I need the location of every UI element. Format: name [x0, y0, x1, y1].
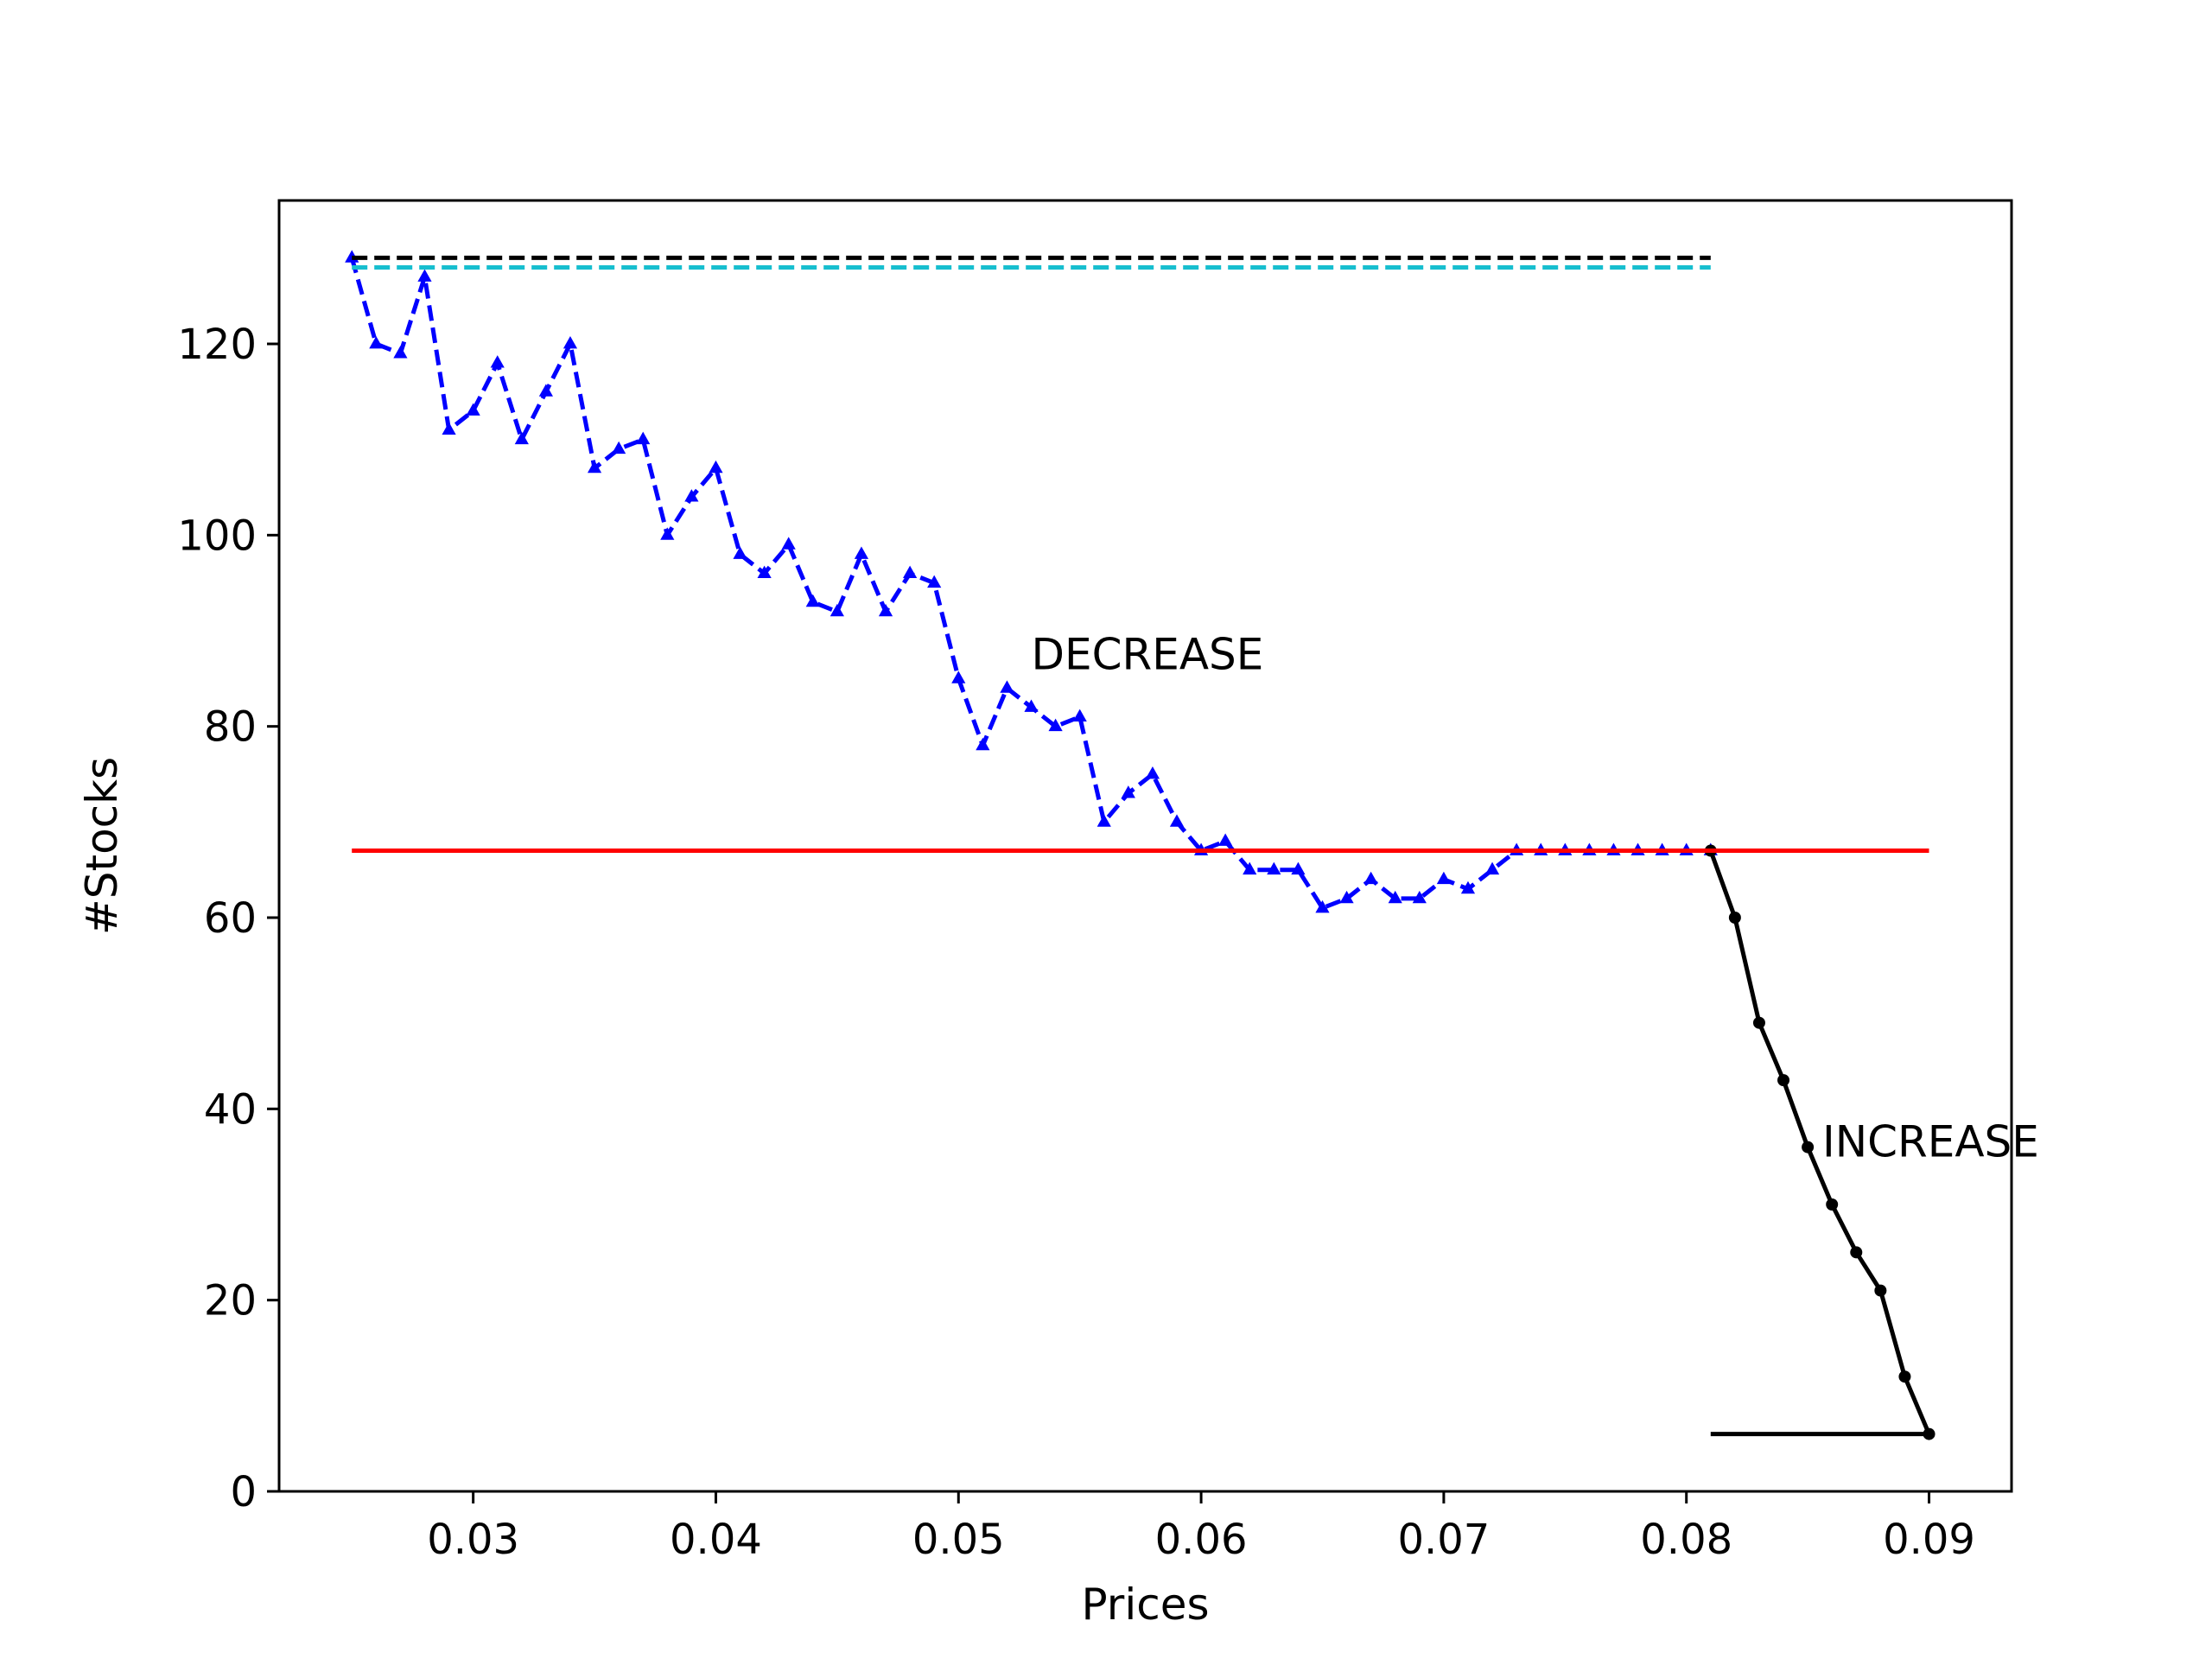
- annotation-label: DECREASE: [1032, 629, 1264, 679]
- data-point-triangle: [903, 565, 918, 578]
- plot-area: [345, 250, 1936, 1440]
- x-tick-label: 0.04: [670, 1516, 762, 1564]
- x-axis-label: Prices: [1081, 1580, 1209, 1630]
- data-point-dot: [1826, 1198, 1839, 1211]
- data-point-triangle: [393, 346, 408, 359]
- y-tick-label: 20: [204, 1277, 257, 1325]
- data-point-triangle: [1145, 766, 1160, 779]
- data-point-triangle: [684, 489, 699, 502]
- data-point-triangle: [1339, 890, 1354, 904]
- y-axis-label: #Stocks: [77, 757, 127, 935]
- data-point-triangle: [976, 737, 990, 751]
- data-point-triangle: [1218, 833, 1233, 846]
- data-point-triangle: [636, 431, 651, 445]
- x-tick-label: 0.07: [1397, 1516, 1490, 1564]
- data-point-triangle: [927, 575, 942, 588]
- x-tick-label: 0.05: [912, 1516, 1005, 1564]
- data-point-triangle: [587, 460, 602, 474]
- data-point-triangle: [951, 671, 966, 683]
- data-point-dot: [1777, 1074, 1790, 1087]
- y-tick-label: 120: [177, 321, 257, 369]
- data-point-triangle: [781, 537, 796, 550]
- data-point-triangle: [1484, 861, 1500, 875]
- data-point-dot: [1898, 1370, 1911, 1383]
- data-point-triangle: [660, 527, 675, 540]
- data-point-triangle: [1121, 785, 1135, 798]
- data-point-triangle: [563, 336, 578, 349]
- y-tick-label: 60: [204, 894, 257, 943]
- annotation-label: INCREASE: [1822, 1117, 2039, 1167]
- y-axis: 0 20 40 60 80 100 120: [177, 321, 279, 1516]
- data-point-triangle: [1024, 699, 1039, 712]
- data-point-triangle: [612, 441, 626, 454]
- data-point-triangle: [1096, 814, 1111, 827]
- x-tick-label: 0.09: [1883, 1516, 1975, 1564]
- data-point-triangle: [1412, 890, 1427, 904]
- data-point-triangle: [805, 594, 820, 607]
- data-point-triangle: [1291, 861, 1306, 875]
- data-point-triangle: [830, 603, 844, 617]
- data-point-triangle: [878, 603, 893, 617]
- data-point-dot: [1752, 1016, 1765, 1029]
- data-point-triangle: [538, 384, 553, 397]
- series-line-black-solid-dots: [1708, 849, 1931, 1435]
- data-point-triangle: [757, 565, 772, 578]
- y-tick-label: 40: [204, 1085, 257, 1134]
- x-tick-label: 0.06: [1155, 1516, 1248, 1564]
- data-point-triangle: [1169, 814, 1185, 827]
- data-point-triangle: [1363, 871, 1378, 885]
- data-point-dot: [1874, 1284, 1887, 1297]
- data-point-triangle: [514, 431, 529, 445]
- y-tick-label: 100: [177, 512, 257, 560]
- data-point-triangle: [466, 403, 480, 416]
- data-point-triangle: [1460, 880, 1476, 894]
- data-point-triangle: [1048, 718, 1063, 732]
- data-point-triangle: [854, 546, 869, 559]
- data-point-dot: [1802, 1141, 1815, 1154]
- x-axis: 0.03 0.04 0.05 0.06 0.07 0.08 0.09: [427, 1491, 1975, 1564]
- x-tick-label: 0.03: [427, 1516, 519, 1564]
- data-point-triangle: [490, 355, 505, 368]
- data-point-triangle: [1243, 861, 1257, 875]
- data-point-triangle: [1000, 680, 1014, 693]
- x-tick-label: 0.08: [1640, 1516, 1732, 1564]
- y-tick-label: 80: [204, 703, 257, 752]
- data-point-triangle: [442, 422, 456, 435]
- data-point-triangle: [417, 269, 432, 282]
- data-point-dot: [1850, 1246, 1863, 1259]
- annotations: DECREASE INCREASE: [1032, 629, 2039, 1166]
- axes-frame: [277, 199, 2013, 1493]
- data-point-triangle: [1436, 871, 1451, 885]
- data-point-triangle: [709, 460, 723, 474]
- y-tick-label: 0: [230, 1468, 257, 1516]
- data-point-triangle: [1072, 709, 1087, 721]
- data-point-triangle: [1388, 890, 1402, 904]
- data-point-triangle: [1315, 899, 1330, 913]
- data-point-dot: [1728, 912, 1741, 924]
- data-point-triangle: [733, 546, 747, 559]
- data-point-triangle: [369, 336, 384, 349]
- data-point-triangle: [1267, 861, 1281, 875]
- data-point-dot: [1923, 1427, 1936, 1440]
